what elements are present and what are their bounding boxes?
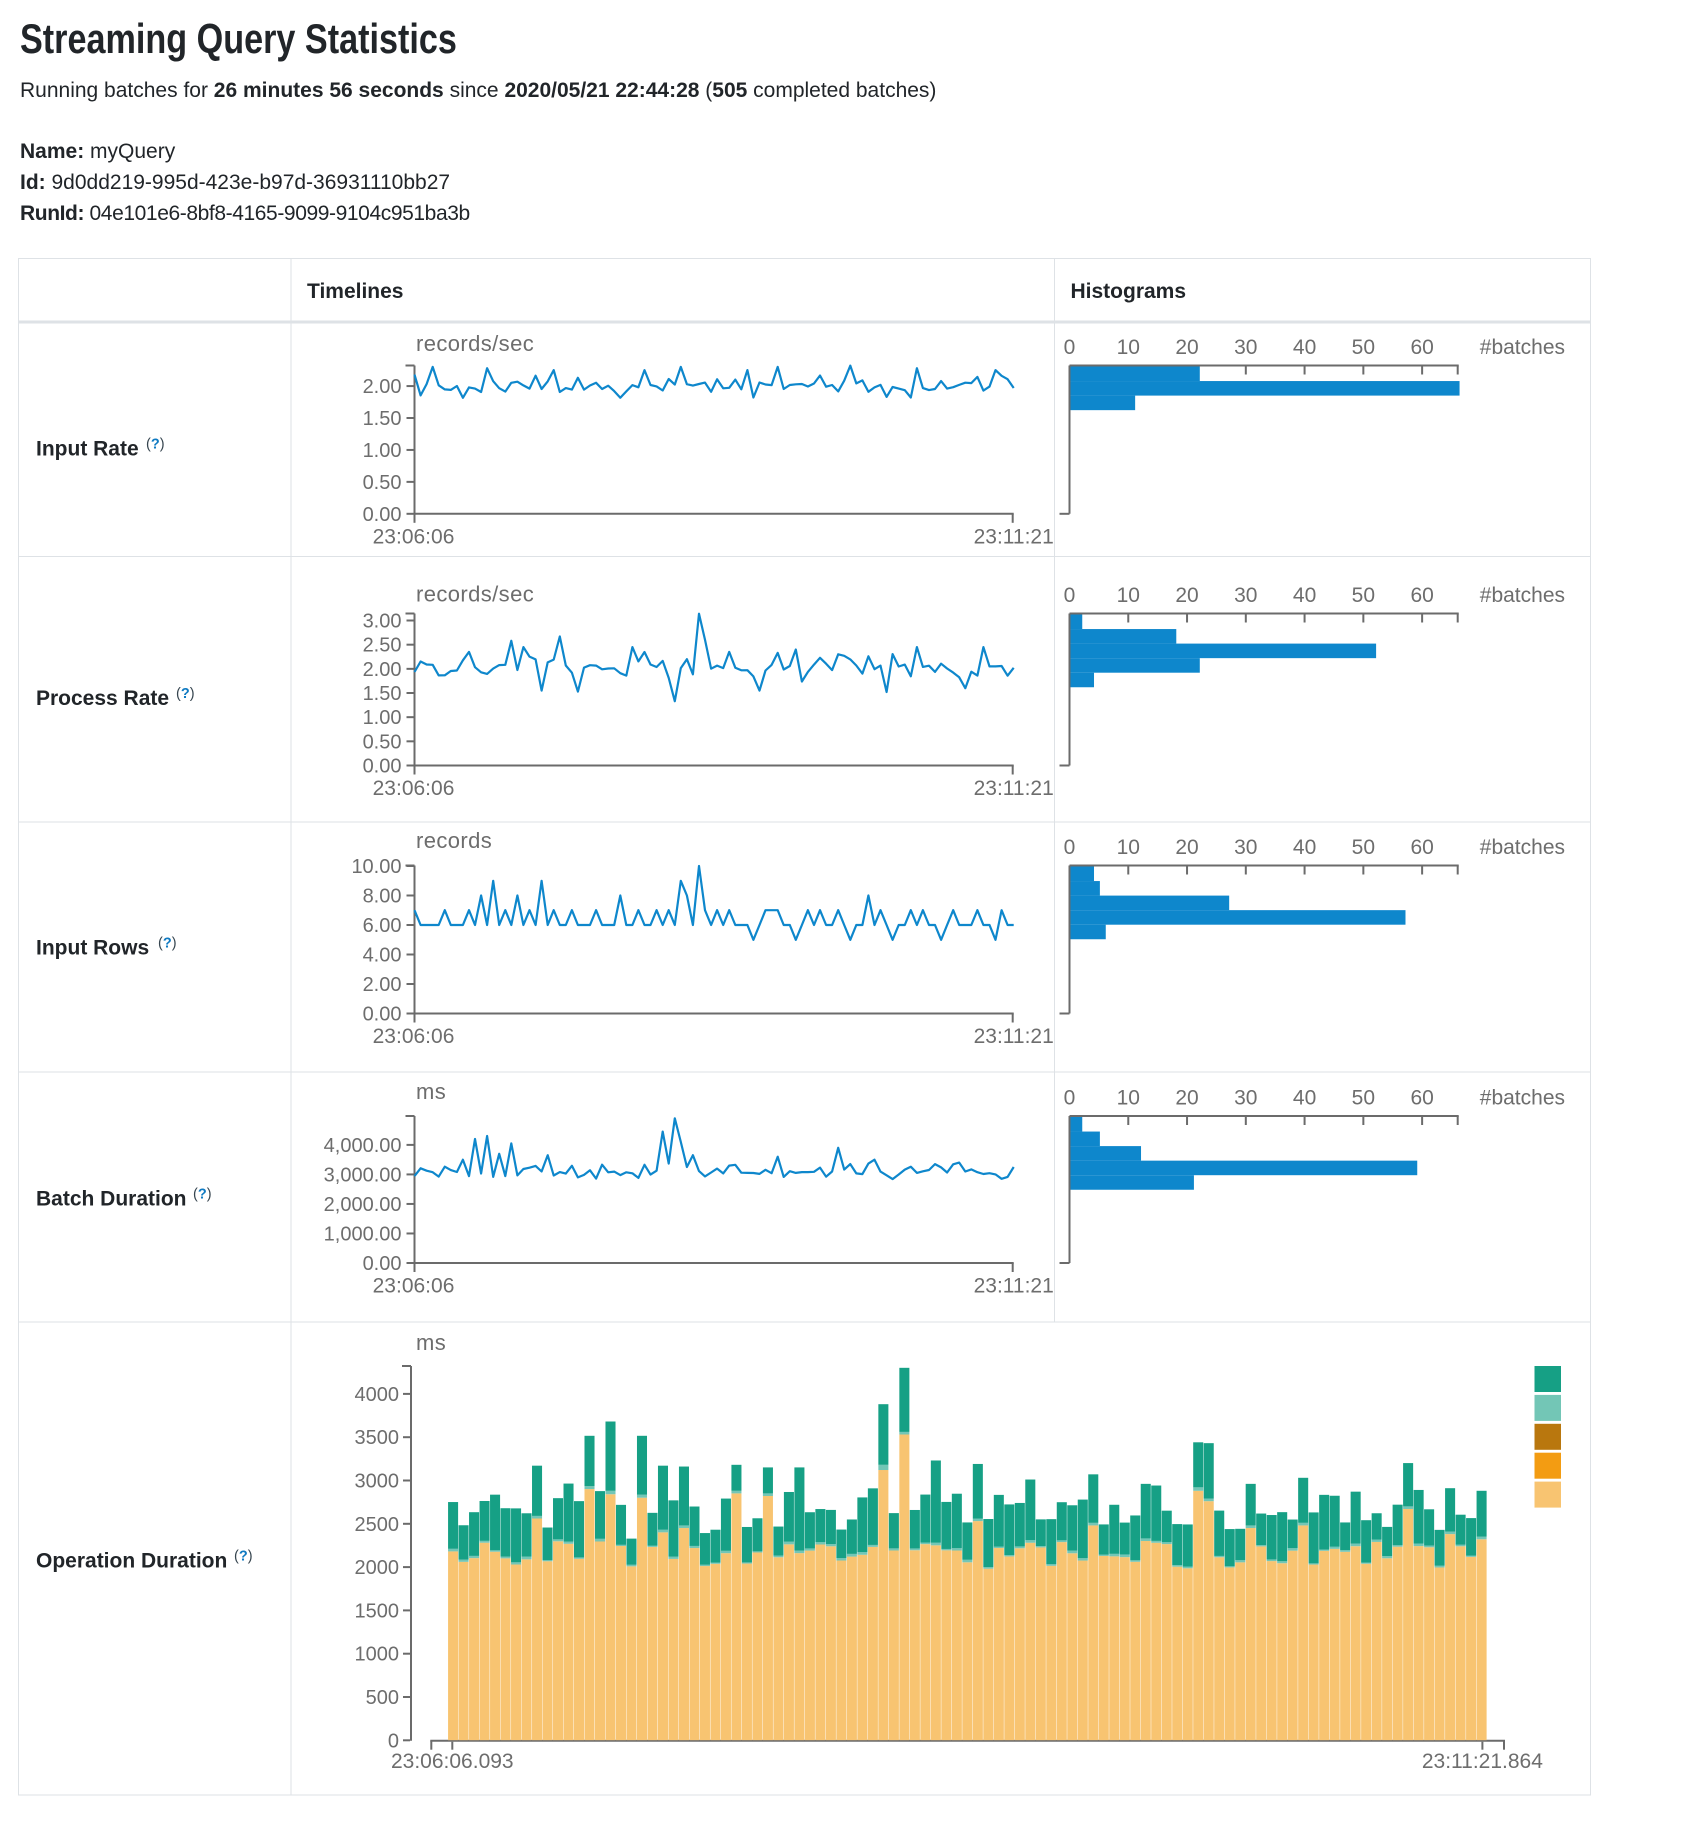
svg-text:8.00: 8.00	[363, 886, 402, 908]
svg-text:50: 50	[1352, 336, 1375, 359]
svg-text:1.00: 1.00	[363, 440, 402, 462]
svg-text:1500: 1500	[355, 1600, 400, 1622]
svg-text:4,000.00: 4,000.00	[324, 1135, 402, 1157]
svg-text:3500: 3500	[355, 1427, 400, 1449]
svg-text:2.00: 2.00	[363, 974, 402, 996]
svg-text:60: 60	[1410, 584, 1433, 607]
svg-text:ms: ms	[416, 1330, 446, 1355]
svg-text:0.00: 0.00	[363, 1253, 402, 1275]
svg-text:(?): (?)	[193, 1186, 212, 1202]
svg-text:1,000.00: 1,000.00	[324, 1223, 402, 1245]
svg-text:(?): (?)	[158, 936, 177, 952]
svg-text:23:11:21: 23:11:21	[974, 777, 1054, 800]
svg-text:20: 20	[1175, 336, 1198, 359]
svg-text:23:06:06.093: 23:06:06.093	[391, 1750, 514, 1773]
svg-text:0: 0	[1064, 836, 1076, 859]
svg-text:(?): (?)	[176, 686, 195, 702]
svg-text:(?): (?)	[146, 437, 165, 453]
svg-text:0: 0	[1064, 584, 1076, 607]
svg-text:2.50: 2.50	[363, 635, 402, 657]
svg-text:40: 40	[1293, 584, 1316, 607]
svg-text:4.00: 4.00	[363, 945, 402, 967]
svg-text:1000: 1000	[355, 1644, 400, 1666]
svg-text:60: 60	[1410, 1087, 1433, 1110]
svg-text:2000: 2000	[355, 1557, 400, 1579]
svg-text:50: 50	[1352, 1087, 1375, 1110]
svg-text:20: 20	[1175, 584, 1198, 607]
svg-text:23:11:21: 23:11:21	[974, 525, 1054, 548]
svg-text:2.00: 2.00	[363, 376, 402, 398]
svg-text:30: 30	[1234, 836, 1257, 859]
svg-text:6.00: 6.00	[363, 915, 402, 937]
svg-text:60: 60	[1410, 336, 1433, 359]
svg-text:30: 30	[1234, 1087, 1257, 1110]
svg-text:2500: 2500	[355, 1514, 400, 1536]
svg-text:50: 50	[1352, 584, 1375, 607]
svg-text:10: 10	[1117, 584, 1140, 607]
svg-text:40: 40	[1293, 1087, 1316, 1110]
svg-text:20: 20	[1175, 836, 1198, 859]
svg-text:23:11:21.864: 23:11:21.864	[1422, 1750, 1543, 1773]
svg-text:10: 10	[1117, 1087, 1140, 1110]
svg-text:records/sec: records/sec	[416, 331, 534, 356]
svg-text:500: 500	[366, 1687, 399, 1709]
svg-text:Input Rate: Input Rate	[36, 438, 139, 461]
svg-text:Name: myQuery: Name: myQuery	[20, 140, 176, 163]
svg-text:3,000.00: 3,000.00	[324, 1164, 402, 1186]
svg-text:Streaming Query Statistics: Streaming Query Statistics	[20, 16, 457, 63]
svg-text:0: 0	[1064, 336, 1076, 359]
svg-text:10: 10	[1117, 836, 1140, 859]
svg-text:3.00: 3.00	[363, 611, 402, 633]
svg-text:0.50: 0.50	[363, 731, 402, 753]
svg-text:4000: 4000	[355, 1384, 400, 1406]
svg-text:20: 20	[1175, 1087, 1198, 1110]
svg-text:Input Rows: Input Rows	[36, 937, 149, 960]
svg-text:Process Rate: Process Rate	[36, 687, 169, 710]
svg-text:#batches: #batches	[1480, 336, 1565, 359]
svg-text:10: 10	[1117, 336, 1140, 359]
svg-text:0.00: 0.00	[363, 756, 402, 778]
svg-text:40: 40	[1293, 836, 1316, 859]
svg-text:1.50: 1.50	[363, 683, 402, 705]
svg-text:40: 40	[1293, 336, 1316, 359]
svg-text:2.00: 2.00	[363, 659, 402, 681]
svg-text:#batches: #batches	[1480, 584, 1565, 607]
svg-text:60: 60	[1410, 836, 1433, 859]
svg-text:Operation Duration: Operation Duration	[36, 1549, 227, 1572]
svg-text:Running batches for 26 minutes: Running batches for 26 minutes 56 second…	[20, 79, 936, 102]
svg-text:1.50: 1.50	[363, 408, 402, 430]
svg-text:Id: 9d0dd219-995d-423e-b97d-36: Id: 9d0dd219-995d-423e-b97d-36931110bb27	[20, 171, 450, 194]
svg-text:0.50: 0.50	[363, 472, 402, 494]
svg-text:30: 30	[1234, 336, 1257, 359]
svg-text:23:06:06: 23:06:06	[373, 777, 455, 800]
svg-text:#batches: #batches	[1480, 1087, 1565, 1110]
svg-text:Batch Duration: Batch Duration	[36, 1187, 187, 1210]
svg-text:ms: ms	[416, 1079, 446, 1104]
svg-text:23:11:21: 23:11:21	[974, 1025, 1054, 1048]
svg-text:23:06:06: 23:06:06	[373, 1275, 455, 1298]
svg-text:0.00: 0.00	[363, 1004, 402, 1026]
svg-text:50: 50	[1352, 836, 1375, 859]
svg-text:0.00: 0.00	[363, 504, 402, 526]
svg-text:23:06:06: 23:06:06	[373, 1025, 455, 1048]
svg-text:0: 0	[1064, 1087, 1076, 1110]
svg-text:3000: 3000	[355, 1471, 400, 1493]
svg-text:1.00: 1.00	[363, 707, 402, 729]
svg-text:23:06:06: 23:06:06	[373, 525, 455, 548]
svg-text:10.00: 10.00	[351, 856, 401, 878]
svg-text:Timelines: Timelines	[307, 280, 404, 303]
svg-text:Histograms: Histograms	[1071, 280, 1187, 303]
svg-text:RunId: 04e101e6-8bf8-4165-9099: RunId: 04e101e6-8bf8-4165-9099-9104c951b…	[20, 202, 470, 225]
svg-text:23:11:21: 23:11:21	[974, 1275, 1054, 1298]
svg-text:#batches: #batches	[1480, 836, 1565, 859]
svg-text:30: 30	[1234, 584, 1257, 607]
svg-text:records/sec: records/sec	[416, 581, 534, 606]
svg-text:(?): (?)	[234, 1548, 253, 1564]
svg-text:records: records	[416, 828, 492, 853]
svg-text:0: 0	[388, 1730, 399, 1752]
svg-text:2,000.00: 2,000.00	[324, 1194, 402, 1216]
